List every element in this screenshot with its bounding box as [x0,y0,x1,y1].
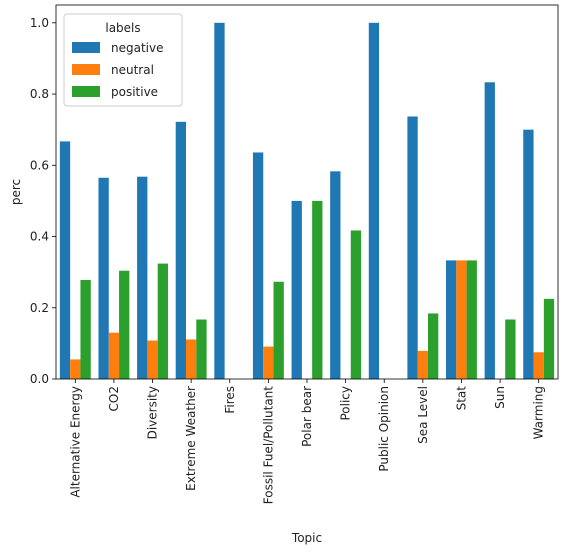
bar-positive-stat [466,260,477,379]
legend-box [63,13,183,107]
bar-neutral-co2 [108,332,120,379]
bar-negative-polar-bear [291,200,302,379]
x-axis-title: Topic [291,531,322,545]
bar-negative-sun [484,82,495,379]
bar-positive-sea-level [427,313,439,379]
x-tick-label: Sea Level [416,386,430,444]
bar-neutral-fossil-fuel-pollutant [263,346,274,379]
bar-negative-extreme-weather [175,121,187,379]
legend-label-positive: positive [111,85,158,99]
x-tick-label: Warming [532,386,546,439]
x-tick-label: Fires [223,386,237,414]
x-tick-label: Public Opinion [377,386,391,472]
y-tick-label: 0.6 [30,158,49,172]
bar-negative-alternative-energy [59,141,71,379]
x-tick-label: Polar bear [300,386,314,447]
bar-positive-warming [543,298,555,379]
legend-swatch-positive [72,86,100,97]
x-tick-label: Fossil Fuel/Pollutant [261,386,275,505]
bar-negative-public-opinion [368,22,380,380]
bar-positive-policy [350,230,362,379]
bar-negative-co2 [98,177,109,379]
x-tick-label: Diversity [146,386,160,439]
x-tick-label: CO2 [107,386,121,411]
bar-negative-stat [446,260,457,379]
bar-negative-sea-level [407,116,418,380]
y-tick-label: 0.0 [30,372,49,386]
bar-positive-diversity [157,263,168,379]
plot-frame [55,4,559,380]
bar-negative-policy [330,171,341,379]
y-tick-label: 0.2 [30,301,49,315]
bar-neutral-alternative-energy [70,359,81,379]
legend: labels negative neutral positive [63,13,183,107]
y-tick-label: 0.8 [30,87,49,101]
bar-neutral-extreme-weather [186,339,197,379]
bar-positive-extreme-weather [196,319,207,379]
bar-neutral-stat [456,260,467,379]
bar-positive-fossil-fuel-pollutant [273,281,284,379]
x-tick-label: Stat [454,386,468,411]
legend-swatch-negative [72,42,100,53]
legend-label-neutral: neutral [111,63,154,77]
bar-negative-fossil-fuel-pollutant [252,152,264,379]
bar-neutral-warming [533,352,544,379]
bar-positive-alternative-energy [80,279,91,379]
bar-positive-co2 [119,270,130,379]
y-axis-title: perc [9,179,23,205]
legend-title: labels [105,21,140,35]
bar-negative-diversity [137,176,148,379]
bars-group [59,22,555,380]
x-tick-label: Alternative Energy [68,386,82,498]
bar-positive-polar-bear [312,200,323,379]
y-axis: 0.0 0.2 0.4 0.6 0.8 1.0 [30,16,56,386]
bar-positive-sun [505,319,516,379]
legend-swatch-neutral [72,64,100,75]
y-tick-label: 0.4 [30,230,49,244]
y-tick-label: 1.0 [30,16,49,30]
x-axis: Alternative Energy CO2 Diversity Extreme We… [68,379,546,505]
bar-neutral-sea-level [417,350,428,379]
bar-negative-fires [214,22,225,380]
x-tick-label: Policy [339,386,353,421]
legend-label-negative: negative [111,41,163,55]
bar-negative-warming [523,129,534,379]
bar-neutral-diversity [147,340,158,379]
x-tick-label: Sun [493,386,507,409]
x-tick-label: Extreme Weather [184,386,198,491]
